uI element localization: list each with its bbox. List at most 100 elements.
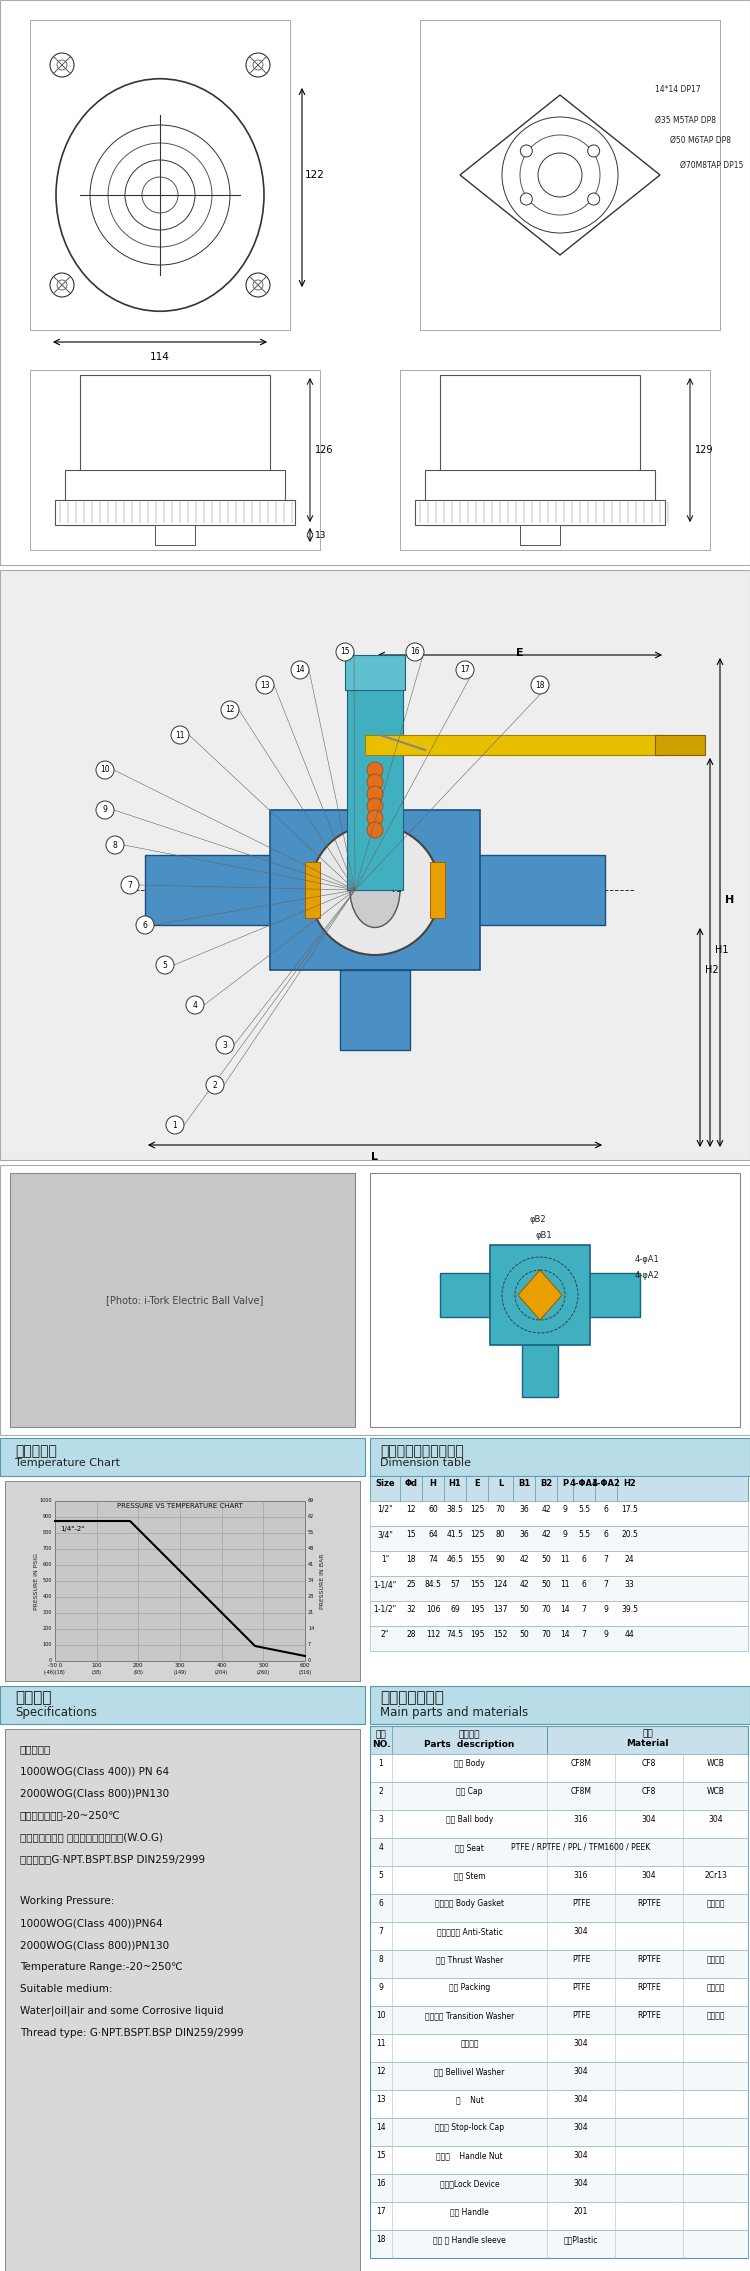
Text: 进口碳纤: 进口碳纤 xyxy=(706,1899,724,1908)
Text: 14*14 DP17: 14*14 DP17 xyxy=(655,86,700,95)
Text: 4-ΦA2: 4-ΦA2 xyxy=(592,1478,620,1488)
Circle shape xyxy=(50,52,74,77)
Text: 304: 304 xyxy=(574,1928,588,1935)
Bar xyxy=(430,863,445,917)
Text: WCB: WCB xyxy=(706,1760,724,1769)
Text: 7: 7 xyxy=(128,881,133,890)
Bar xyxy=(370,2146,748,2173)
Text: 手柄 Handle: 手柄 Handle xyxy=(450,2207,489,2216)
Circle shape xyxy=(531,677,549,695)
Text: 7: 7 xyxy=(308,1642,311,1646)
Text: 500: 500 xyxy=(43,1578,52,1583)
Polygon shape xyxy=(518,1269,562,1319)
Text: 防静电装置 Anti-Static: 防静电装置 Anti-Static xyxy=(436,1928,502,1935)
Bar xyxy=(155,525,195,545)
Text: 44: 44 xyxy=(625,1631,634,1640)
Text: -50 0: -50 0 xyxy=(48,1662,62,1667)
Text: 50: 50 xyxy=(542,1556,550,1565)
Bar xyxy=(80,375,270,475)
Text: 14: 14 xyxy=(560,1631,570,1640)
Bar xyxy=(0,0,750,565)
Text: 阀盖 Cap: 阀盖 Cap xyxy=(456,1787,483,1796)
Text: 奔    Nut: 奔 Nut xyxy=(455,2096,484,2103)
Bar xyxy=(370,2089,748,2119)
Text: 64: 64 xyxy=(428,1531,438,1540)
Bar xyxy=(370,2005,748,2035)
Bar xyxy=(370,1726,748,1753)
Text: 15: 15 xyxy=(376,2151,386,2160)
Text: WCB: WCB xyxy=(706,1787,724,1796)
Text: 9: 9 xyxy=(562,1506,568,1515)
Text: CF8M: CF8M xyxy=(571,1787,592,1796)
Text: H2: H2 xyxy=(623,1478,636,1488)
Bar xyxy=(370,1626,748,1651)
Bar xyxy=(370,2035,748,2062)
Text: 304: 304 xyxy=(574,2151,588,2160)
Text: 34: 34 xyxy=(308,1578,314,1583)
Text: 螺络类型：G·NPT.BSPT.BSP DIN259/2999: 螺络类型：G·NPT.BSPT.BSP DIN259/2999 xyxy=(20,1853,205,1864)
Text: 填料压环: 填料压环 xyxy=(460,2039,478,2048)
Text: 41: 41 xyxy=(308,1562,314,1567)
Text: 25: 25 xyxy=(406,1581,416,1590)
Circle shape xyxy=(206,1076,224,1095)
Text: 1000WOG(Class 400)) PN 64: 1000WOG(Class 400)) PN 64 xyxy=(20,1767,170,1776)
Text: 1: 1 xyxy=(379,1760,383,1769)
Bar xyxy=(370,1438,750,1476)
Bar xyxy=(55,500,295,525)
Text: (38): (38) xyxy=(92,1669,102,1676)
Text: L: L xyxy=(498,1478,503,1488)
Circle shape xyxy=(520,193,532,204)
Text: PTFE: PTFE xyxy=(572,1983,590,1992)
Text: 进口碳纤: 进口碳纤 xyxy=(706,1955,724,1964)
Text: 防松盖 Stop-lock Cap: 防松盖 Stop-lock Cap xyxy=(435,2123,504,2132)
Text: 600: 600 xyxy=(43,1562,52,1567)
Text: 13: 13 xyxy=(376,2096,386,2103)
Circle shape xyxy=(136,915,154,933)
Text: 304: 304 xyxy=(574,2123,588,2132)
Text: Working Pressure:: Working Pressure: xyxy=(20,1896,114,1905)
Text: PTFE: PTFE xyxy=(572,1899,590,1908)
Text: B2: B2 xyxy=(540,1478,552,1488)
Text: 114: 114 xyxy=(150,352,170,361)
Text: 7: 7 xyxy=(581,1606,586,1615)
Text: 50: 50 xyxy=(519,1631,529,1640)
Text: 39.5: 39.5 xyxy=(621,1606,638,1615)
Text: 18: 18 xyxy=(406,1556,416,1565)
Text: 阀体 Body: 阀体 Body xyxy=(454,1760,484,1769)
Text: 69: 69 xyxy=(450,1606,460,1615)
Text: Φd: Φd xyxy=(404,1478,418,1488)
Text: 12: 12 xyxy=(225,706,235,715)
Bar xyxy=(30,370,320,550)
Text: 1": 1" xyxy=(381,1556,389,1565)
Circle shape xyxy=(502,118,618,234)
Text: Ø70M8TAP DP15: Ø70M8TAP DP15 xyxy=(680,161,743,170)
Text: 12: 12 xyxy=(376,2067,386,2076)
Bar xyxy=(420,20,720,329)
Text: 进口碳纤: 进口碳纤 xyxy=(706,2012,724,2019)
Text: 100: 100 xyxy=(92,1662,102,1667)
Text: Temperature Range:-20~250℃: Temperature Range:-20~250℃ xyxy=(20,1962,183,1971)
Text: 4: 4 xyxy=(379,1844,383,1851)
Bar xyxy=(370,1894,748,1921)
Text: (93): (93) xyxy=(134,1669,143,1676)
Text: 304: 304 xyxy=(574,2067,588,2076)
Text: 74.5: 74.5 xyxy=(446,1631,464,1640)
Text: 零件名称
Parts  description: 零件名称 Parts description xyxy=(424,1731,514,1749)
Circle shape xyxy=(520,134,600,216)
Text: 1000WOG(Class 400))PN64: 1000WOG(Class 400))PN64 xyxy=(20,1919,163,1928)
Text: 50: 50 xyxy=(542,1581,550,1590)
Text: CF8M: CF8M xyxy=(571,1760,592,1769)
Text: 200: 200 xyxy=(43,1626,52,1631)
Text: 124: 124 xyxy=(494,1581,508,1590)
Text: 125: 125 xyxy=(470,1506,484,1515)
Text: 304: 304 xyxy=(574,2096,588,2103)
Text: 70: 70 xyxy=(542,1631,550,1640)
Bar xyxy=(490,1245,590,1344)
Text: 112: 112 xyxy=(426,1631,440,1640)
Text: 0: 0 xyxy=(49,1658,52,1662)
Text: 14: 14 xyxy=(296,665,304,674)
Text: 阀盖咔圈 Body Gasket: 阀盖咔圈 Body Gasket xyxy=(435,1899,504,1908)
Text: 300: 300 xyxy=(43,1610,52,1615)
Text: 70: 70 xyxy=(496,1506,506,1515)
Bar xyxy=(370,2173,748,2203)
